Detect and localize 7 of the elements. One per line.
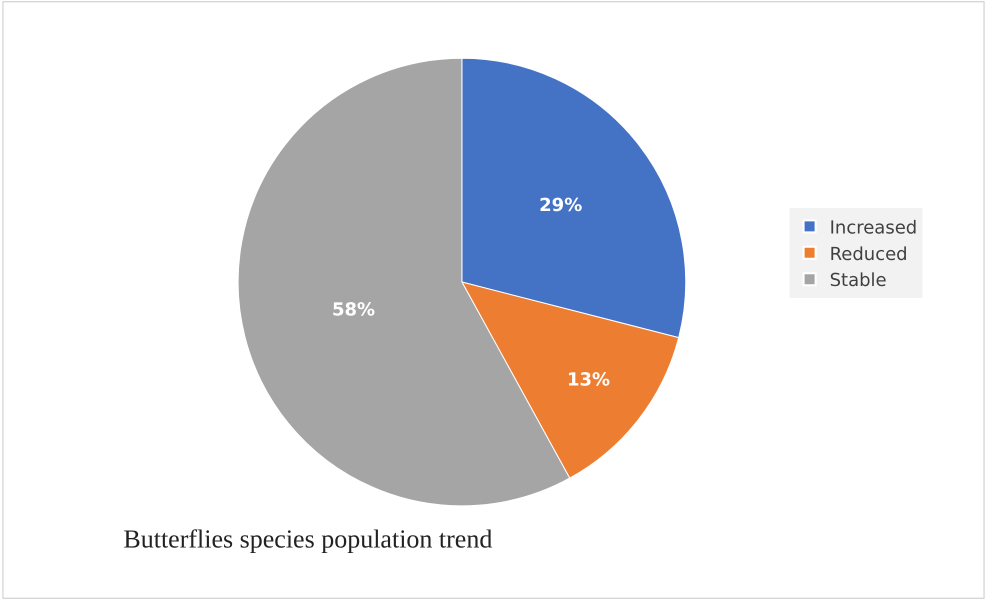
data-label: 29%	[539, 194, 582, 216]
data-label: 13%	[566, 370, 610, 391]
legend-label: Stable	[830, 270, 887, 292]
legend-label: Reduced	[830, 244, 908, 265]
data-label: 58%	[332, 299, 376, 320]
legend-label: Increased	[830, 217, 918, 238]
text: Butterflies species population trend	[123, 524, 492, 554]
